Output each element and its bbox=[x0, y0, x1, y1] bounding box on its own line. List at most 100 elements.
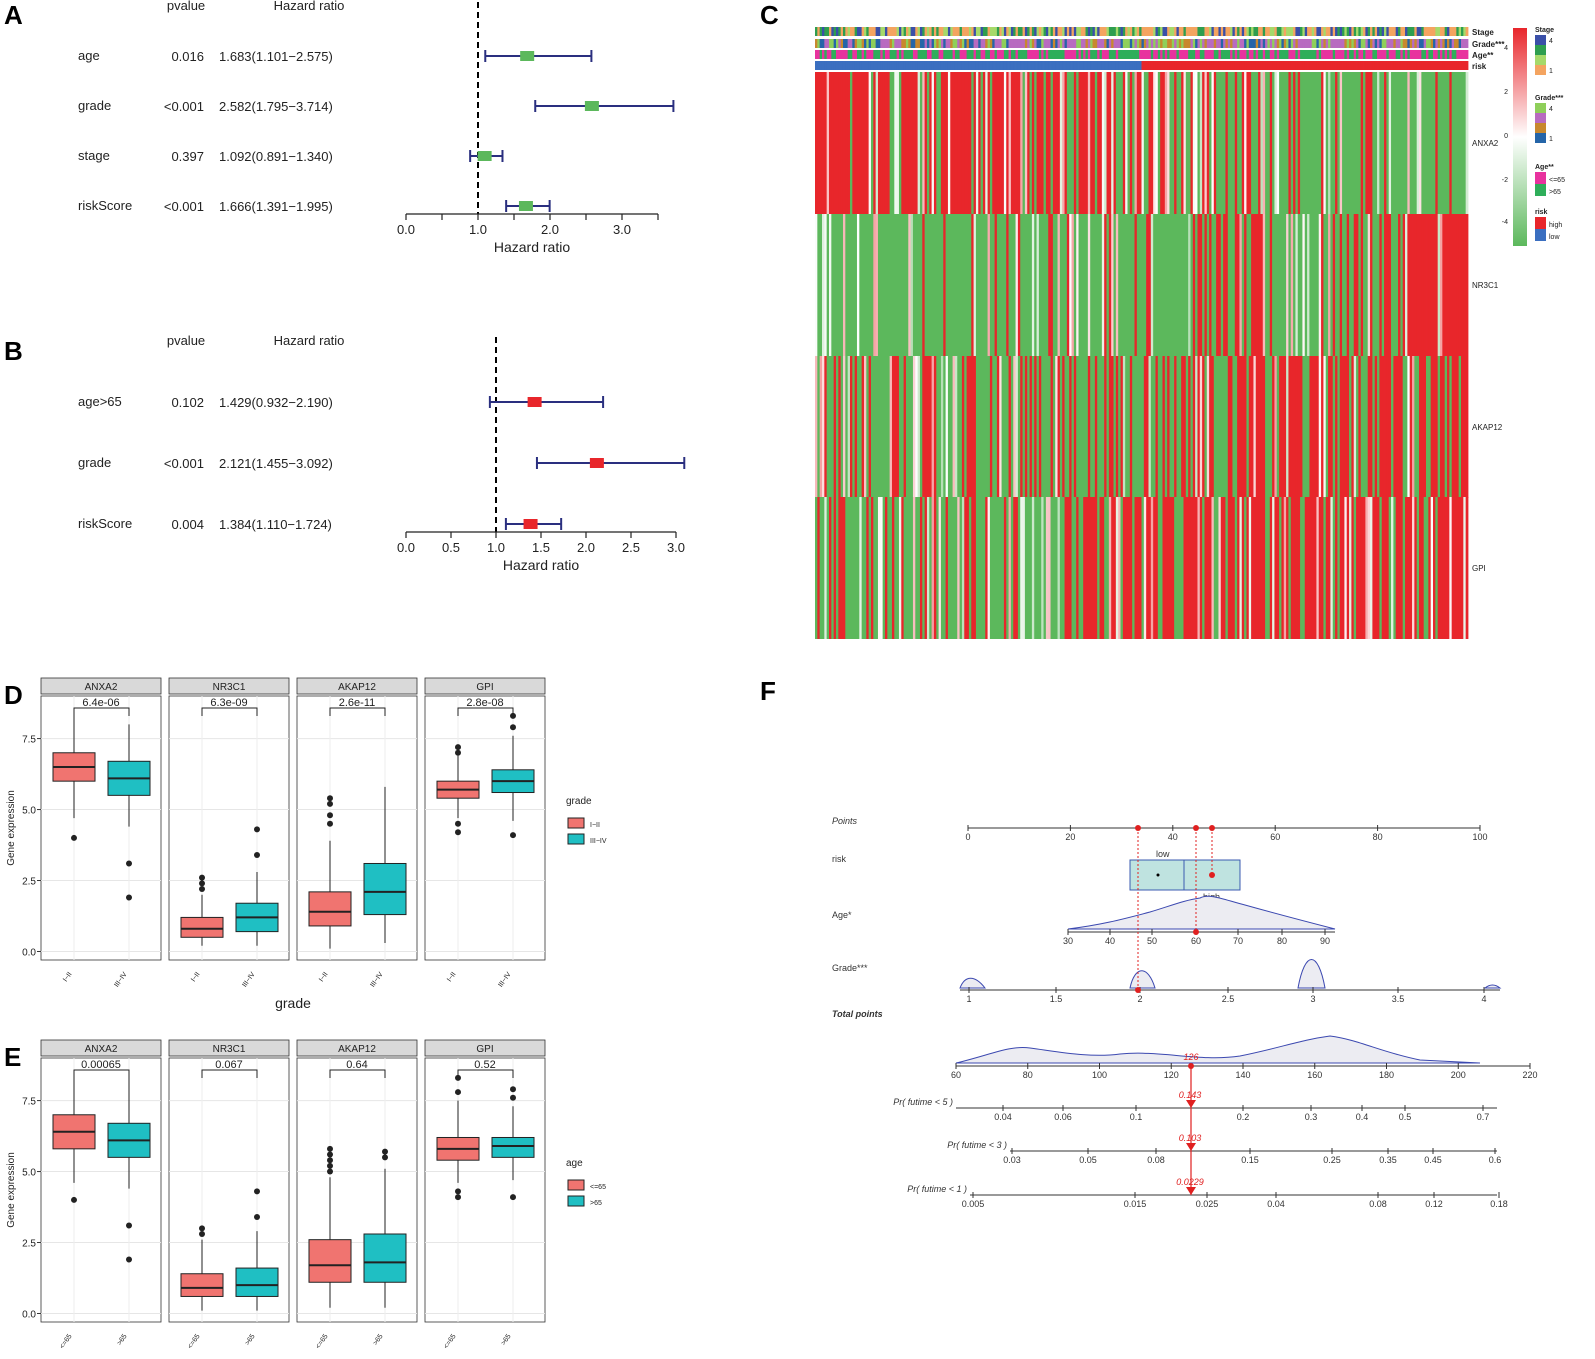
heatmap-cell bbox=[1176, 214, 1180, 356]
annotation-cell bbox=[1073, 50, 1077, 59]
annotation-cell bbox=[1087, 27, 1091, 36]
annotation-cell bbox=[1300, 27, 1303, 36]
heatmap-cell bbox=[847, 214, 851, 356]
heatmap-cell bbox=[1125, 214, 1128, 356]
heatmap-cell bbox=[1017, 214, 1021, 356]
annotation-cell bbox=[1332, 61, 1336, 70]
heatmap-cell bbox=[1286, 497, 1289, 639]
heatmap-cell bbox=[1174, 214, 1177, 356]
axis-tick-label: 0.1 bbox=[1130, 1112, 1143, 1122]
heatmap-cell bbox=[866, 497, 870, 639]
heatmap-cell bbox=[985, 497, 988, 639]
pvalue-header: pvalue bbox=[167, 333, 205, 348]
heatmap-cell bbox=[1370, 214, 1373, 356]
axis-tick-label: 2 bbox=[1137, 994, 1142, 1004]
annotation-cell bbox=[1062, 61, 1065, 70]
heatmap-cell bbox=[1353, 497, 1357, 639]
heatmap-cell bbox=[1171, 72, 1175, 214]
heatmap-cell bbox=[985, 356, 988, 498]
annotation-cell bbox=[1351, 39, 1355, 48]
annotation-cell bbox=[1304, 39, 1308, 48]
probability-value: 0.103 bbox=[1179, 1133, 1202, 1143]
heatmap-cell bbox=[903, 497, 907, 639]
annotation-cell bbox=[1204, 27, 1208, 36]
annotation-cell bbox=[1451, 39, 1455, 48]
heatmap-cell bbox=[1043, 497, 1047, 639]
heatmap-cell bbox=[824, 72, 828, 214]
outlier-point bbox=[71, 1196, 77, 1203]
annotation-cell bbox=[1232, 50, 1236, 59]
heatmap-cell bbox=[1274, 497, 1278, 639]
annotation-cell bbox=[952, 27, 956, 36]
heatmap-cell bbox=[896, 497, 900, 639]
legend-swatch bbox=[567, 833, 585, 845]
annotation-cell bbox=[1132, 50, 1135, 59]
annotation-cell bbox=[1008, 39, 1012, 48]
annotation-cell bbox=[1190, 50, 1194, 59]
heatmap-cell bbox=[1309, 497, 1313, 639]
outlier-point bbox=[199, 1231, 205, 1237]
heatmap-cell bbox=[1454, 356, 1457, 498]
annotation-cell bbox=[1360, 50, 1364, 59]
annotation-cell bbox=[891, 39, 895, 48]
heatmap-cell bbox=[1330, 356, 1334, 498]
annotation-cell bbox=[964, 61, 967, 70]
heatmap-cell bbox=[821, 497, 825, 639]
row-hazard-ratio: 1.683(1.101−2.575) bbox=[219, 49, 333, 64]
heatmap-cell bbox=[1325, 356, 1329, 498]
heatmap-cell bbox=[968, 356, 972, 498]
heatmap-cell bbox=[1024, 214, 1028, 356]
heatmap-cell bbox=[1351, 356, 1355, 498]
outlier-point bbox=[327, 820, 333, 827]
annotation-cell bbox=[968, 39, 972, 48]
heatmap-cell bbox=[1290, 72, 1294, 214]
heatmap-cell bbox=[1269, 214, 1273, 356]
heatmap-cell bbox=[931, 214, 935, 356]
outlier-point bbox=[327, 800, 333, 807]
heatmap-cell bbox=[1113, 214, 1117, 356]
heatmap-cell bbox=[1136, 72, 1140, 214]
heatmap-cell bbox=[1360, 356, 1364, 498]
x-tick-label: <=65 bbox=[187, 1333, 202, 1350]
annotation-cell bbox=[1321, 50, 1324, 59]
heatmap-cell bbox=[1034, 214, 1037, 356]
annotation-cell bbox=[1055, 50, 1058, 59]
annotation-cell bbox=[1412, 39, 1415, 48]
heatmap-cell bbox=[1111, 214, 1114, 356]
annotation-cell bbox=[866, 61, 870, 70]
heatmap-cell bbox=[1232, 72, 1236, 214]
annotation-cell bbox=[896, 27, 900, 36]
annotation-cell bbox=[968, 27, 972, 36]
heatmap-cell bbox=[1244, 497, 1247, 639]
annotation-cell bbox=[1456, 27, 1460, 36]
annotation-cell bbox=[1293, 61, 1296, 70]
heatmap-cell bbox=[957, 356, 960, 498]
annotation-cell bbox=[947, 50, 951, 59]
x-tick-label: III−IV bbox=[113, 971, 128, 989]
heatmap-cell bbox=[971, 497, 974, 639]
annotation-cell bbox=[1101, 27, 1105, 36]
heatmap-cell bbox=[898, 497, 902, 639]
annotation-cell bbox=[1176, 27, 1180, 36]
heatmap-cell bbox=[1323, 214, 1327, 356]
heatmap-cell bbox=[1216, 72, 1219, 214]
heatmap-cell bbox=[887, 497, 891, 639]
heatmap-cell bbox=[1136, 497, 1140, 639]
annotation-cell bbox=[1013, 27, 1016, 36]
annotation-cell bbox=[819, 61, 823, 70]
outlier-point bbox=[327, 1162, 333, 1169]
heatmap-cell bbox=[1262, 214, 1266, 356]
annotation-cell bbox=[1038, 50, 1042, 59]
heatmap-cell bbox=[1295, 214, 1299, 356]
annotation-cell bbox=[1283, 61, 1287, 70]
annotation-cell bbox=[1104, 50, 1107, 59]
annotation-cell bbox=[863, 27, 867, 36]
heatmap-cell bbox=[952, 214, 956, 356]
heatmap-cell bbox=[1139, 72, 1142, 214]
annotation-cell bbox=[1045, 27, 1049, 36]
heatmap-cell bbox=[903, 72, 907, 214]
heatmap-cell bbox=[896, 356, 900, 498]
significance-bracket bbox=[457, 1069, 514, 1078]
heatmap-cell bbox=[1213, 497, 1217, 639]
heatmap-cell bbox=[1185, 214, 1189, 356]
